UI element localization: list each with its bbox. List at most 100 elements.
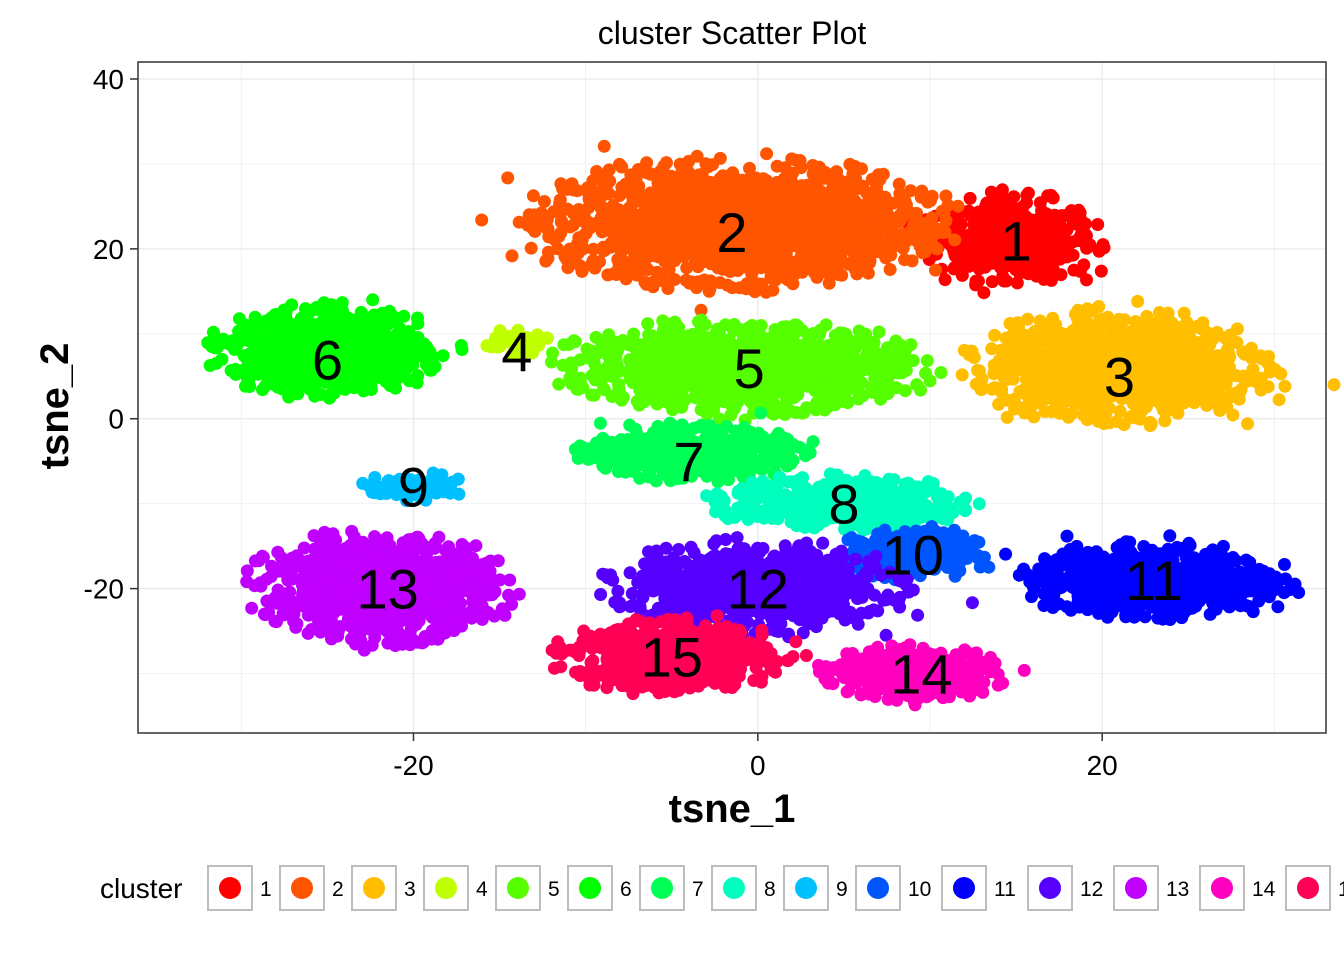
scatter-point bbox=[1241, 417, 1255, 431]
scatter-point bbox=[682, 154, 696, 168]
scatter-point bbox=[522, 208, 536, 222]
scatter-point bbox=[691, 388, 705, 401]
scatter-point bbox=[565, 377, 579, 391]
scatter-point bbox=[1047, 219, 1061, 233]
scatter-point bbox=[552, 229, 566, 243]
scatter-point bbox=[856, 358, 870, 372]
scatter-point bbox=[1112, 312, 1126, 326]
scatter-point bbox=[988, 328, 1002, 342]
scatter-point bbox=[630, 268, 644, 282]
scatter-point bbox=[537, 195, 551, 208]
scatter-point bbox=[1080, 319, 1094, 333]
scatter-point bbox=[955, 368, 969, 382]
scatter-point bbox=[767, 397, 781, 411]
scatter-point bbox=[785, 352, 799, 366]
scatter-point bbox=[683, 172, 697, 186]
scatter-point bbox=[623, 372, 637, 386]
scatter-point bbox=[552, 377, 566, 391]
scatter-point bbox=[854, 214, 868, 228]
scatter-point bbox=[505, 249, 519, 263]
scatter-point bbox=[1022, 363, 1036, 377]
scatter-point bbox=[1023, 245, 1037, 258]
scatter-point bbox=[842, 257, 855, 271]
scatter-point bbox=[567, 183, 581, 197]
scatter-point bbox=[872, 173, 885, 187]
scatter-point bbox=[475, 213, 489, 227]
scatter-point bbox=[985, 342, 999, 356]
scatter-point bbox=[718, 318, 732, 332]
scatter-point bbox=[709, 378, 723, 392]
scatter-point bbox=[694, 303, 708, 317]
scatter-point bbox=[1327, 378, 1341, 392]
scatter-point bbox=[1052, 406, 1066, 419]
scatter-point bbox=[1031, 373, 1045, 387]
scatter-point bbox=[781, 273, 795, 287]
scatter-point bbox=[597, 368, 611, 382]
scatter-point bbox=[630, 394, 644, 408]
scatter-point bbox=[1158, 414, 1172, 428]
scatter-point bbox=[992, 192, 1006, 206]
scatter-point bbox=[501, 171, 515, 185]
scatter-point bbox=[863, 254, 877, 267]
scatter-point bbox=[800, 401, 814, 415]
scatter-point bbox=[680, 364, 694, 378]
scatter-point bbox=[889, 334, 903, 348]
scatter-point bbox=[743, 184, 757, 198]
scatter-point bbox=[669, 225, 683, 239]
scatter-point bbox=[883, 263, 897, 276]
scatter-point bbox=[600, 218, 614, 232]
scatter-point bbox=[651, 382, 665, 396]
scatter-point bbox=[1045, 254, 1059, 268]
scatter-point bbox=[969, 222, 983, 236]
scatter-point bbox=[1070, 384, 1084, 397]
scatter-point bbox=[634, 358, 647, 371]
scatter-point bbox=[626, 337, 640, 351]
scatter-point bbox=[692, 275, 705, 289]
scatter-point bbox=[1218, 347, 1232, 361]
scatter-point bbox=[1030, 269, 1043, 283]
scatter-point bbox=[581, 181, 595, 195]
scatter-point bbox=[839, 327, 853, 341]
scatter-point bbox=[992, 255, 1006, 269]
scatter-point bbox=[939, 189, 953, 203]
scatter-point bbox=[747, 258, 761, 272]
scatter-point bbox=[1091, 218, 1105, 231]
scatter-point bbox=[859, 327, 873, 341]
scatter-point bbox=[830, 235, 844, 249]
scatter-point bbox=[912, 234, 926, 248]
scatter-point bbox=[904, 184, 918, 198]
scatter-point bbox=[1178, 331, 1192, 345]
scatter-point bbox=[1038, 405, 1052, 418]
scatter-point bbox=[721, 169, 735, 183]
scatter-point bbox=[586, 242, 600, 256]
scatter-point bbox=[526, 189, 540, 203]
scatter-point bbox=[1072, 396, 1086, 410]
scatter-point bbox=[1003, 317, 1017, 330]
scatter-point bbox=[663, 317, 677, 331]
scatter-point bbox=[1193, 387, 1206, 401]
scatter-point bbox=[540, 331, 554, 345]
scatter-point bbox=[1223, 328, 1237, 342]
scatter-point bbox=[1045, 266, 1059, 279]
scatter-point bbox=[667, 329, 681, 343]
scatter-point bbox=[1033, 196, 1047, 210]
scatter-point bbox=[934, 366, 948, 379]
scatter-point bbox=[841, 226, 855, 240]
scatter-point bbox=[1045, 391, 1059, 405]
scatter-point bbox=[679, 348, 693, 362]
scatter-point bbox=[1000, 244, 1013, 258]
scatter-point bbox=[760, 147, 774, 161]
scatter-point bbox=[852, 243, 866, 257]
scatter-point bbox=[856, 389, 870, 403]
scatter-point bbox=[1140, 363, 1154, 377]
scatter-point bbox=[1010, 276, 1024, 290]
scatter-point bbox=[524, 241, 538, 255]
scatter-point bbox=[675, 396, 689, 410]
scatter-point bbox=[672, 379, 686, 393]
scatter-point bbox=[1158, 345, 1172, 359]
scatter-point bbox=[597, 244, 611, 258]
scatter-point bbox=[577, 242, 590, 256]
scatter-point bbox=[1054, 239, 1068, 253]
scatter-point bbox=[1187, 346, 1200, 360]
